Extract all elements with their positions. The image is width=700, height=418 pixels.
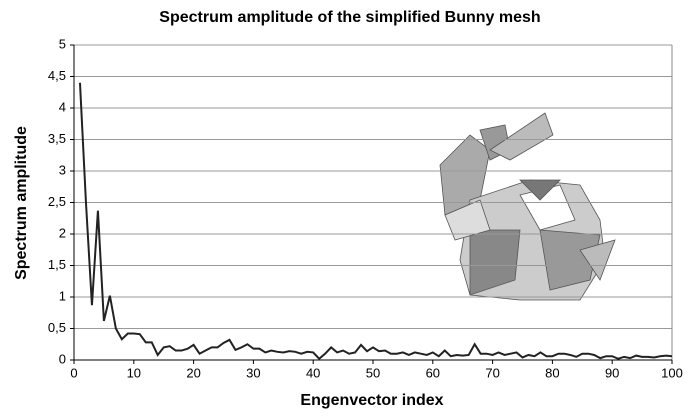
y-tick-label: 0: [59, 351, 66, 366]
x-tick-label: 10: [127, 365, 141, 380]
y-tick-label: 2: [59, 225, 66, 240]
y-tick-label: 3,5: [48, 131, 66, 146]
x-tick-label: 100: [661, 365, 683, 380]
bunny-illustration: [440, 113, 615, 300]
y-tick-label: 3: [59, 162, 66, 177]
x-tick-label: 30: [246, 365, 260, 380]
y-tick-label: 4,5: [48, 68, 66, 83]
x-tick-label: 40: [306, 365, 320, 380]
y-tick-label: 1,5: [48, 257, 66, 272]
x-tick-label: 0: [70, 365, 77, 380]
y-tick-label: 2,5: [48, 194, 66, 209]
y-tick-label: 1: [59, 288, 66, 303]
x-axis-label: Engenvector index: [300, 392, 443, 409]
x-tick-label: 50: [366, 365, 380, 380]
y-axis-label: Spectrum amplitude: [13, 126, 30, 280]
chart-title: Spectrum amplitude of the simplified Bun…: [159, 9, 540, 26]
y-tick-label: 0,5: [48, 320, 66, 335]
x-tick-label: 90: [605, 365, 619, 380]
chart: Spectrum amplitude of the simplified Bun…: [0, 0, 700, 413]
x-tick-label: 60: [426, 365, 440, 380]
y-tick-label: 5: [59, 36, 66, 51]
y-tick-label: 4: [59, 99, 66, 114]
x-tick-label: 20: [186, 365, 200, 380]
x-tick-label: 70: [485, 365, 499, 380]
x-tick-label: 80: [545, 365, 559, 380]
